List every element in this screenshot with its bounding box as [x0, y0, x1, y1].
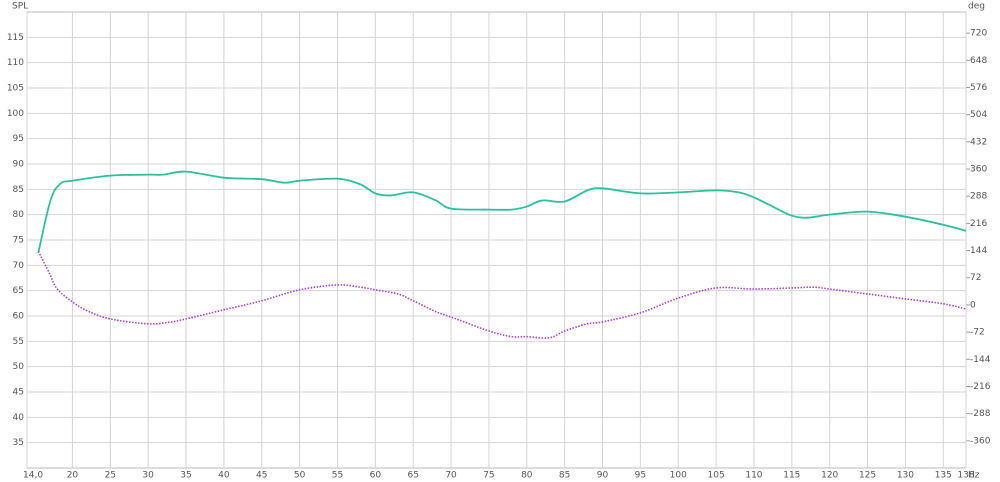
x-tick-label: 40	[218, 471, 230, 481]
x-tick-label: 100	[670, 471, 687, 481]
y-tick-label: 50	[13, 362, 25, 372]
y2-tick-label: 504	[970, 110, 987, 120]
x-tick-label: 105	[708, 471, 725, 481]
y-tick-label: 85	[13, 185, 24, 195]
x-tick-label: 135	[935, 471, 952, 481]
y2-tick-label: 720	[970, 29, 987, 39]
x-tick-label: 75	[483, 471, 494, 481]
x-tick-label: 138	[957, 471, 974, 481]
y2-axis-label: deg	[968, 2, 985, 12]
x-tick-label: 50	[294, 471, 306, 481]
x-tick-label: 35	[180, 471, 191, 481]
series-line	[37, 170, 967, 253]
x-tick-label: 120	[821, 471, 838, 481]
x-axis-label: Hz	[968, 471, 980, 481]
x-tick-label: 14,0	[23, 471, 43, 481]
y-tick-label: 70	[13, 261, 25, 271]
y-tick-label: 35	[13, 438, 24, 448]
y-tick-label: 110	[7, 58, 24, 68]
y-axis-label: SPL	[12, 2, 28, 12]
series-line	[37, 250, 967, 339]
y2-tick-label: 144	[970, 246, 987, 256]
y-tick-label: 95	[13, 134, 24, 144]
x-tick-label: 25	[105, 471, 116, 481]
y2-tick-label: 216	[970, 219, 987, 229]
x-tick-label: 125	[859, 471, 876, 481]
y-tick-label: 105	[7, 84, 24, 94]
y-tick-label: 115	[7, 33, 24, 43]
y2-tick-label: -72	[970, 328, 985, 338]
y-tick-label: 45	[13, 388, 24, 398]
y-tick-label: 80	[13, 210, 25, 220]
y2-tick-label: 648	[970, 56, 987, 66]
y-tick-label: 100	[7, 109, 24, 119]
y-tick-label: 65	[13, 286, 24, 296]
x-tick-label: 90	[597, 471, 609, 481]
y2-tick-label: 288	[970, 192, 987, 202]
y2-tick-label: 72	[970, 273, 981, 283]
y2-tick-label: 576	[970, 83, 987, 93]
x-tick-label: 60	[370, 471, 382, 481]
x-tick-label: 115	[783, 471, 800, 481]
x-tick-label: 85	[559, 471, 570, 481]
x-tick-label: 20	[67, 471, 79, 481]
y-tick-label: 90	[13, 160, 25, 170]
y2-tick-label: 432	[970, 137, 987, 147]
y-tick-label: 40	[13, 413, 25, 423]
x-tick-label: 65	[407, 471, 418, 481]
y-tick-label: 55	[13, 337, 24, 347]
y2-tick-label: -144	[970, 355, 991, 365]
y2-tick-label: -216	[970, 382, 991, 392]
x-tick-label: 30	[142, 471, 154, 481]
y2-tick-label: -360	[970, 436, 991, 446]
x-tick-label: 45	[256, 471, 267, 481]
x-tick-label: 55	[332, 471, 343, 481]
x-tick-label: 95	[635, 471, 646, 481]
x-tick-label: 130	[897, 471, 914, 481]
x-tick-label: 70	[445, 471, 457, 481]
y-tick-label: 75	[13, 236, 24, 246]
y2-tick-label: -288	[970, 409, 991, 419]
y2-tick-label: 0	[970, 300, 976, 310]
y-tick-label: 60	[13, 312, 25, 322]
x-tick-label: 80	[521, 471, 533, 481]
y2-tick-label: 360	[970, 165, 987, 175]
x-tick-label: 110	[745, 471, 762, 481]
